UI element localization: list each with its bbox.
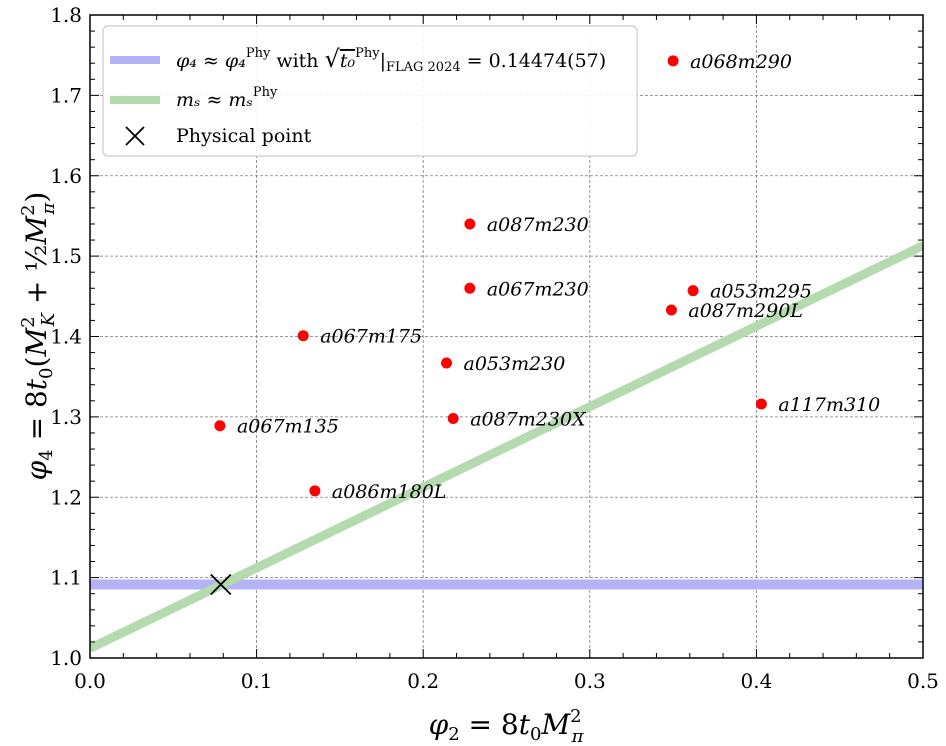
- point-a067m175: [297, 330, 309, 342]
- point-a067m230: [464, 282, 476, 294]
- x-axis-title: φ2 = 8t0M2 π: [429, 706, 585, 746]
- y-tick-label: 1.5: [50, 244, 82, 268]
- point-a053m230: [441, 357, 453, 369]
- legend-ms-text: mₛ ≈ mₛPhy: [176, 85, 278, 111]
- point-label-a067m135: a067m135: [237, 416, 339, 438]
- x-tick-label: 0.3: [574, 669, 606, 693]
- y-tick-label: 1.3: [50, 405, 82, 429]
- y-tick-label: 1.0: [50, 646, 82, 670]
- point-label-a067m230: a067m230: [487, 278, 589, 300]
- data-points: a068m290 a087m230 a067m230 a053m295a087m290…: [210, 51, 880, 596]
- legend-phi4-text: φ₄ ≈ φ₄Phy with √t₀Phy|FLAG 2024 = 0.14474(…: [176, 45, 606, 75]
- legend: φ₄ ≈ φ₄Phy with √t₀Phy|FLAG 2024 = 0.14474(…: [102, 25, 638, 157]
- legend-cross-icon: [125, 126, 145, 146]
- x-tick-label: 0.5: [907, 669, 939, 693]
- point-a087m230: [464, 218, 476, 230]
- y-tick-label: 1.2: [50, 485, 82, 509]
- point-label-a117m310: a117m310: [778, 394, 880, 416]
- y-axis-title: φ4 = 8t0(M2K + ½M2π): [18, 192, 59, 481]
- physical-point-stroke: [210, 573, 232, 596]
- legend-physical-text: Physical point: [176, 125, 312, 147]
- axes: 0.0 0.1 0.2 0.3 0.4 0.5 1.0 1.1 1.2 1.3 1.4 1.5 1.6 1…: [50, 3, 939, 693]
- y-tick-label: 1.6: [50, 164, 82, 188]
- point-label-a068m290: a068m290: [690, 51, 792, 73]
- point-label-a086m180L: a086m180L: [332, 481, 447, 503]
- x-tick-label: 0.1: [241, 669, 273, 693]
- y-tick-label: 1.7: [50, 83, 82, 107]
- point-label-a067m175: a067m175: [320, 326, 422, 348]
- point-a067m135: [214, 420, 226, 432]
- physical-point-marker: [210, 573, 232, 596]
- point-a086m180L: [309, 485, 321, 497]
- point-label-a053m295: a053m295: [710, 281, 812, 303]
- x-tick-label: 0.0: [74, 669, 106, 693]
- point-label-a087m230: a087m230: [487, 214, 589, 236]
- x-tick-label: 0.4: [740, 669, 772, 693]
- point-a087m230X: [447, 412, 459, 424]
- point-a117m310: [755, 398, 767, 410]
- point-a068m290: [667, 55, 679, 67]
- legend-box: [102, 25, 638, 157]
- reference-lines: [90, 241, 923, 653]
- y-tick-label: 1.8: [50, 3, 82, 27]
- point-label-a053m230: a053m230: [464, 353, 566, 375]
- x-tick-label: 0.2: [407, 669, 439, 693]
- ms_phys-band: [90, 241, 923, 653]
- y-tick-label: 1.4: [50, 325, 82, 349]
- point-a087m290L: [665, 304, 677, 316]
- y-tick-label: 1.1: [50, 566, 82, 590]
- point-label-a087m230X: a087m230X: [470, 408, 587, 430]
- point-label-a087m290L: a087m290L: [688, 300, 803, 322]
- point-a053m295: [687, 285, 699, 297]
